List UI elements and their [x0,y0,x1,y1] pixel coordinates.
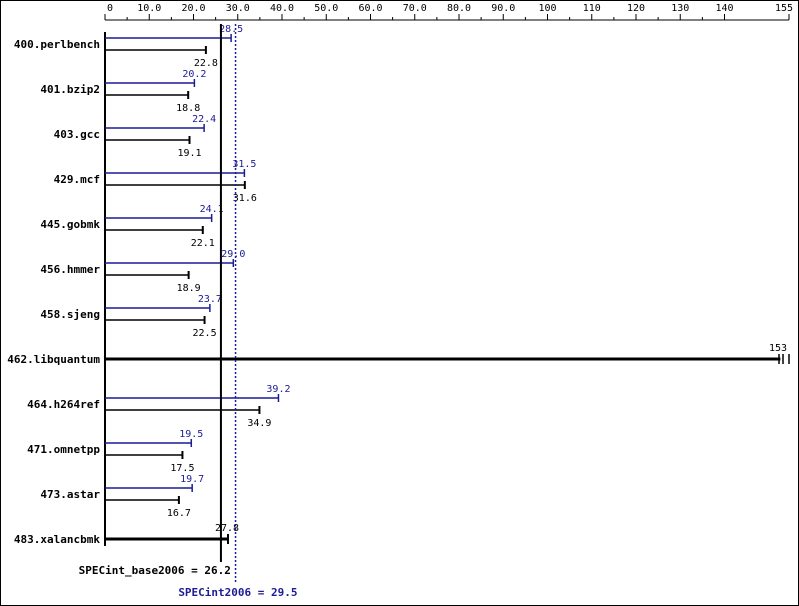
peak-summary-label: SPECint2006 = 29.5 [178,586,297,599]
base-value-label: 22.8 [194,58,218,69]
base-value-label: 19.1 [177,148,201,159]
base-value-label: 18.8 [176,103,200,114]
benchmark-label: 429.mcf [54,173,100,186]
peak-value-label: 31.5 [232,159,256,170]
x-tick-label: 90.0 [491,3,515,14]
base-value-label: 17.5 [170,463,194,474]
x-tick-label: 80.0 [447,3,471,14]
base-value-label: 153 [769,343,787,354]
benchmark-label: 445.gobmk [40,218,100,231]
x-tick-label: 40.0 [270,3,294,14]
benchmark-label: 464.h264ref [27,398,100,411]
peak-value-label: 23.7 [198,294,222,305]
base-value-label: 27.8 [215,523,239,534]
x-tick-label: 120 [627,3,645,14]
base-value-label: 22.5 [193,328,217,339]
bars-group: 400.perlbench 28.5 22.8 401.bzip2 20.2 18.8 40… [7,24,790,546]
x-tick-label: 20.0 [181,3,205,14]
benchmark-label: 403.gcc [54,128,100,141]
base-value-label: 34.9 [247,418,271,429]
peak-value-label: 19.7 [180,474,204,485]
x-tick-label: 155 [775,3,793,14]
benchmark-label: 462.libquantum [7,353,100,366]
benchmark-label: 400.perlbench [14,38,100,51]
peak-value-label: 24.1 [200,204,224,215]
benchmark-label: 471.omnetpp [27,443,100,456]
benchmark-label: 473.astar [40,488,100,501]
base-value-label: 16.7 [167,508,191,519]
base-value-label: 31.6 [233,193,257,204]
x-axis: 0 10.0 20.0 30.0 40.0 50.0 60.0 70.0 80.0 90.0 100… [104,3,793,21]
x-tick-label: 70.0 [403,3,427,14]
benchmark-label: 458.sjeng [40,308,100,321]
peak-value-label: 28.5 [219,24,243,35]
benchmark-label: 456.hmmer [40,263,100,276]
reference-lines: SPECint_base2006 = 26.2 SPECint2006 = 29.… [79,24,298,599]
base-summary-label: SPECint_base2006 = 26.2 [79,564,231,577]
benchmark-label: 401.bzip2 [40,83,100,96]
peak-value-label: 20.2 [182,69,206,80]
x-tick-label: 30.0 [226,3,250,14]
x-tick-label: 50.0 [314,3,338,14]
peak-value-label: 29.0 [221,249,245,260]
x-tick-label: 60.0 [358,3,382,14]
peak-value-label: 19.5 [179,429,203,440]
x-tick-label: 140 [715,3,733,14]
x-tick-label: 100 [538,3,556,14]
peak-value-label: 39.2 [266,384,290,395]
base-value-label: 18.9 [177,283,201,294]
peak-value-label: 22.4 [192,114,216,125]
x-tick-label: 130 [671,3,689,14]
base-value-label: 22.1 [191,238,215,249]
x-tick-label: 110 [583,3,601,14]
x-tick-label: 10.0 [137,3,161,14]
benchmark-label: 483.xalancbmk [14,533,100,546]
x-tick-label: 0 [107,3,113,14]
